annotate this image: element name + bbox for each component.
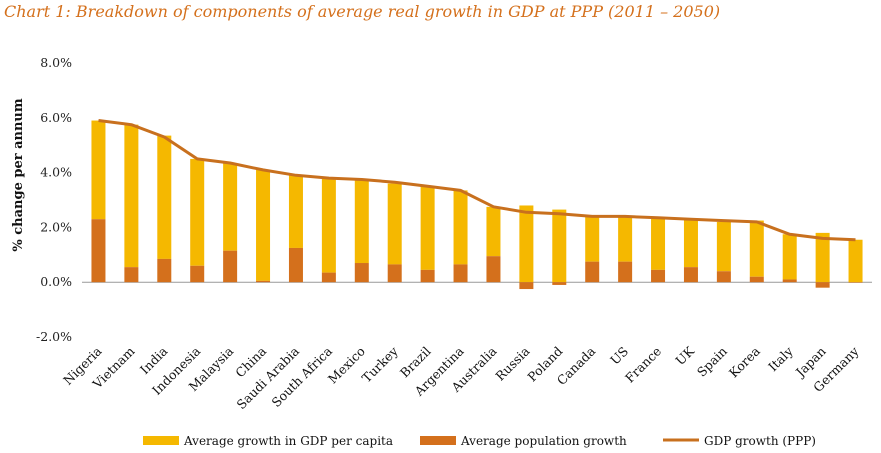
bar-gdp-per-capita: [749, 220, 764, 277]
bar-population-growth: [91, 219, 106, 283]
bar-gdp-per-capita: [420, 186, 435, 270]
bar-population-growth: [256, 280, 271, 283]
bar-population-growth: [288, 247, 303, 283]
bar-gdp-per-capita: [716, 221, 731, 272]
bar-population-growth: [124, 267, 139, 283]
category-label: Turkey: [359, 343, 402, 386]
bar-gdp-per-capita: [354, 179, 369, 264]
bar-population-growth: [683, 267, 698, 283]
gdp-line-group: [98, 119, 856, 242]
y-tick-label: 8.0%: [40, 55, 72, 70]
category-label: France: [622, 344, 664, 386]
bar-gdp-per-capita: [486, 206, 501, 257]
bar-gdp-per-capita: [848, 239, 863, 283]
bar-gdp-per-capita: [223, 163, 238, 251]
bar-population-growth: [749, 276, 764, 283]
bar-population-growth: [716, 271, 731, 283]
legend-label-population-growth: Average population growth: [460, 434, 627, 448]
legend-label-gdp-growth: GDP growth (PPP): [704, 434, 816, 448]
bar-population-growth: [782, 279, 797, 283]
bar-population-growth: [321, 272, 336, 283]
bar-population-growth: [387, 264, 402, 283]
bar-population-growth: [420, 269, 435, 283]
bar-gdp-per-capita: [618, 216, 633, 262]
bar-population-growth: [223, 250, 238, 283]
bar-gdp-per-capita: [552, 209, 567, 283]
bar-population-growth: [519, 282, 534, 290]
bar-population-growth: [552, 282, 567, 285]
bar-population-growth: [848, 282, 863, 283]
legend-label-gdp-per-capita: Average growth in GDP per capita: [183, 434, 393, 448]
chart-title: Chart 1: Breakdown of components of aver…: [4, 2, 721, 21]
legend-swatch-population-growth: [420, 436, 456, 445]
bar-gdp-per-capita: [585, 216, 600, 262]
y-tick-label: 6.0%: [40, 110, 72, 125]
bar-population-growth: [815, 282, 830, 288]
category-label: UK: [672, 343, 697, 368]
bar-gdp-per-capita: [782, 234, 797, 280]
bar-population-growth: [618, 261, 633, 283]
bar-gdp-per-capita: [815, 232, 830, 283]
bar-gdp-per-capita: [683, 219, 698, 268]
category-label: Spain: [694, 344, 730, 380]
bar-gdp-per-capita: [190, 158, 205, 266]
bar-gdp-per-capita: [91, 120, 106, 220]
y-tick-label: 2.0%: [40, 219, 72, 234]
bar-gdp-per-capita: [288, 175, 303, 248]
bar-gdp-per-capita: [651, 217, 666, 270]
bar-population-growth: [585, 261, 600, 283]
bar-gdp-per-capita: [387, 183, 402, 265]
y-axis: 8.0% 6.0% 4.0% 2.0% 0.0% -2.0%: [36, 55, 872, 344]
bar-gdp-per-capita: [256, 169, 271, 281]
bar-population-growth: [486, 256, 501, 283]
bars-group: [91, 120, 863, 290]
y-tick-label: 4.0%: [40, 165, 72, 180]
bar-gdp-per-capita: [124, 124, 139, 268]
category-label: Mexico: [325, 344, 368, 387]
legend-swatch-gdp-per-capita: [143, 436, 179, 445]
bar-gdp-per-capita: [519, 205, 534, 283]
category-label: US: [607, 344, 631, 368]
bar-population-growth: [354, 263, 369, 283]
line-gdp-growth: [98, 119, 856, 242]
y-axis-label: % change per annum: [11, 98, 26, 252]
legend: Average growth in GDP per capita Average…: [143, 434, 816, 448]
y-tick-label: -2.0%: [36, 329, 72, 344]
y-tick-label: 0.0%: [40, 274, 72, 289]
category-label: Italy: [765, 343, 796, 374]
bar-population-growth: [157, 258, 172, 283]
bar-gdp-per-capita: [157, 135, 172, 259]
bar-population-growth: [453, 264, 468, 283]
category-label: Korea: [726, 343, 763, 380]
bar-population-growth: [651, 269, 666, 283]
bar-gdp-per-capita: [321, 178, 336, 273]
bar-population-growth: [190, 265, 205, 283]
bar-gdp-per-capita: [453, 190, 468, 265]
